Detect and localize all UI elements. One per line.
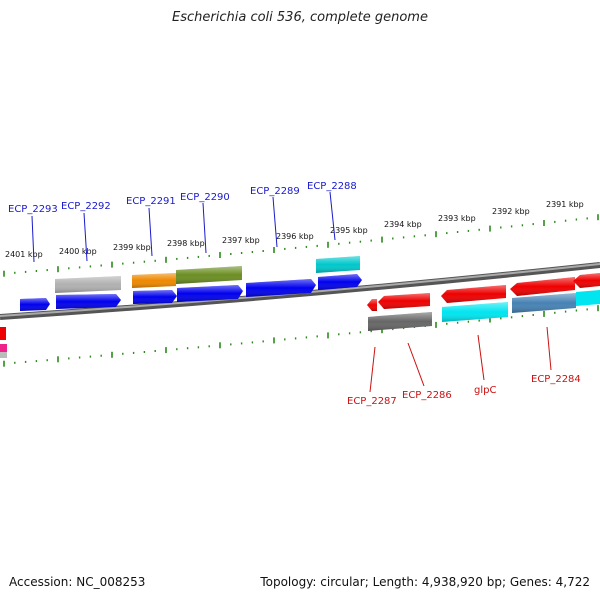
kbp-label: 2398 kbp — [167, 239, 205, 248]
feature-box-grey — [55, 276, 121, 293]
gene-label[interactable]: ECP_2286 — [402, 390, 452, 401]
accession-label: Accession: — [9, 575, 73, 589]
gene-label[interactable]: ECP_2288 — [307, 181, 357, 192]
topology-label: Topology: — [260, 575, 317, 589]
feature-box-pink-left — [0, 344, 7, 358]
kbp-label: 2393 kbp — [438, 214, 476, 223]
gene-label[interactable]: ECP_2290 — [180, 192, 230, 203]
gene-label[interactable]: ECP_2289 — [250, 186, 300, 197]
genome-summary: Topology: circular; Length: 4,938,920 bp… — [260, 575, 590, 589]
accession-info: Accession: NC_008253 — [9, 575, 145, 589]
kbp-label: 2395 kbp — [330, 226, 368, 235]
kbp-label: 2391 kbp — [546, 200, 584, 209]
gene-arrow-ecp-2289[interactable] — [246, 279, 316, 297]
gene-arrow-partial-right[interactable] — [573, 273, 600, 288]
accession-value: NC_008253 — [76, 575, 146, 589]
kbp-label: 2397 kbp — [222, 236, 260, 245]
top-gene-labels: ECP_2293 ECP_2292 ECP_2291 ECP_2290 ECP_… — [8, 181, 357, 263]
gene-arrow-ecp-2290[interactable] — [177, 285, 243, 302]
gene-arrow-ecp-2288[interactable] — [318, 274, 362, 290]
gene-label[interactable]: glpC — [474, 385, 496, 396]
forward-strand-genes — [20, 256, 362, 311]
gene-arrow-partial-left[interactable] — [0, 327, 6, 340]
kbp-label: 2396 kbp — [276, 232, 314, 241]
genes-value: 4,722 — [555, 575, 590, 589]
gene-arrow-ecp-2284[interactable] — [510, 277, 575, 296]
feature-box-orange — [132, 273, 176, 288]
kbp-label: 2392 kbp — [492, 207, 530, 216]
topology-value: circular — [320, 575, 365, 589]
feature-box-cyan — [316, 256, 360, 273]
feature-box-steelblue — [512, 293, 576, 313]
feature-box-dark-grey — [368, 312, 432, 331]
gene-arrow-ecp-2293[interactable] — [20, 298, 50, 311]
gene-label[interactable]: ECP_2291 — [126, 196, 176, 207]
gene-label[interactable]: ECP_2284 — [531, 374, 581, 385]
gene-arrow-ecp-2286[interactable] — [378, 293, 430, 309]
upper-tick-track — [3, 214, 599, 277]
gene-arrow-glpc[interactable] — [441, 285, 506, 303]
gene-arrow-ecp-2292[interactable] — [56, 294, 121, 309]
kbp-label: 2400 kbp — [59, 247, 97, 256]
gene-label[interactable]: ECP_2287 — [347, 396, 397, 407]
gene-arrow-ecp-2291[interactable] — [133, 290, 177, 304]
gene-label[interactable]: ECP_2292 — [61, 201, 111, 212]
bottom-gene-labels: ECP_2287 ECP_2286 glpC ECP_2284 — [347, 326, 581, 407]
feature-box-olive — [176, 266, 242, 284]
gene-label[interactable]: ECP_2293 — [8, 204, 58, 215]
length-label: Length: — [372, 575, 419, 589]
length-value: 4,938,920 bp — [421, 575, 502, 589]
feature-box-cyan-right — [576, 290, 600, 306]
genome-title: Escherichia coli 536, complete genome — [172, 10, 428, 25]
genes-label: Genes: — [509, 575, 552, 589]
kbp-label: 2401 kbp — [5, 250, 43, 259]
kbp-label: 2399 kbp — [113, 243, 151, 252]
reverse-strand-genes — [0, 273, 600, 358]
lower-tick-track — [3, 305, 599, 367]
kbp-label: 2394 kbp — [384, 220, 422, 229]
gene-arrow-ecp-2287[interactable] — [367, 299, 377, 311]
feature-box-cyan-lower — [442, 302, 508, 322]
kbp-labels: 2401 kbp 2400 kbp 2399 kbp 2398 kbp 2397… — [5, 200, 584, 259]
